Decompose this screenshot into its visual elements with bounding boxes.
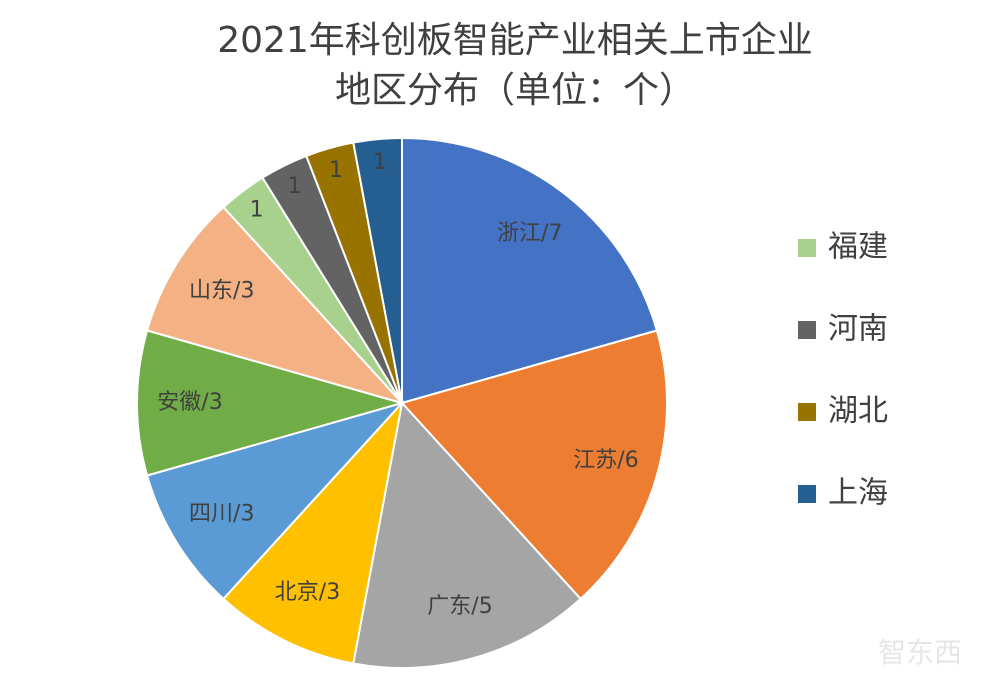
legend-label: 上海 (828, 476, 888, 511)
data-label: 1 (288, 174, 302, 199)
data-label: 广东/5 (427, 594, 492, 619)
legend-swatch (798, 403, 816, 421)
pie-slice (145, 401, 406, 601)
pie-slice (222, 399, 404, 665)
legend-label: 河南 (828, 312, 888, 347)
chart-title: 地区分布（单位：个） (335, 70, 695, 111)
legend-swatch (798, 239, 816, 257)
data-label: 1 (329, 158, 343, 183)
data-label: 北京/3 (275, 580, 340, 605)
legend-swatch (798, 485, 816, 503)
data-label: 1 (250, 198, 264, 223)
data-label: 山东/3 (189, 278, 254, 303)
data-label: 四川/3 (189, 502, 254, 527)
legend-swatch (798, 321, 816, 339)
data-label: 浙江/7 (497, 221, 562, 246)
data-label: 江苏/6 (573, 448, 638, 473)
pie-slice (352, 136, 403, 404)
pie-slice (400, 329, 668, 601)
legend-label: 湖北 (828, 394, 888, 429)
legend-label: 福建 (828, 230, 888, 265)
pie-slice (136, 329, 406, 477)
data-label: 安徽/3 (157, 390, 222, 415)
pie-slice (352, 400, 582, 669)
data-label: 1 (373, 150, 387, 175)
watermark: 智东西 (878, 636, 962, 669)
pie-slice (401, 136, 659, 405)
chart-title: 2021年科创板智能产业相关上市企业 (217, 20, 813, 61)
pie-slice (145, 205, 406, 405)
